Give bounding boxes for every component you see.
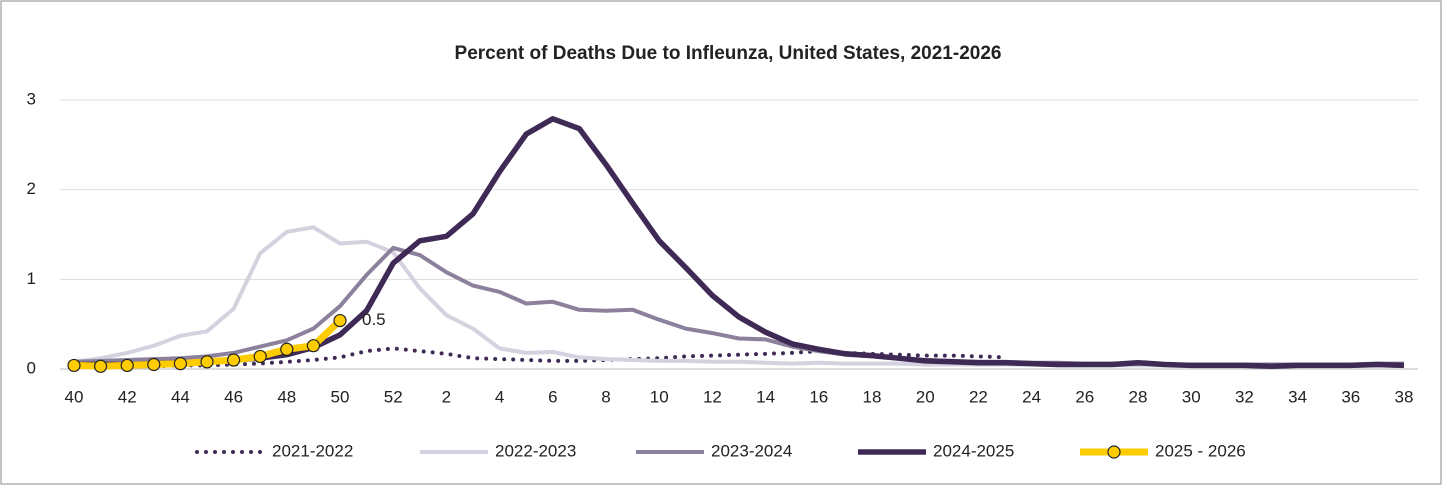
point-marker — [200, 355, 214, 369]
legend-label: 2022-2023 — [495, 441, 576, 460]
x-tick-label: 22 — [969, 387, 988, 406]
x-tick-label: 28 — [1129, 387, 1148, 406]
x-tick-label: 26 — [1075, 387, 1094, 406]
point-marker — [333, 313, 347, 328]
x-tick-label: 44 — [171, 387, 190, 406]
x-tick-label: 18 — [863, 387, 882, 406]
y-tick-label: 1 — [27, 269, 36, 288]
x-tick-label: 12 — [703, 387, 722, 406]
data-label: 0.5 — [362, 310, 386, 329]
series-line — [72, 346, 1007, 369]
legend-marker — [1107, 445, 1121, 459]
point-marker — [93, 359, 108, 373]
x-tick-label: 48 — [277, 387, 296, 406]
x-tick-label: 4 — [495, 387, 504, 406]
legend-label: 2023-2024 — [711, 441, 792, 460]
y-tick-label: 0 — [27, 358, 36, 377]
x-tick-label: 32 — [1235, 387, 1254, 406]
legend-label: 2024-2025 — [933, 441, 1014, 460]
x-tick-label: 38 — [1395, 387, 1414, 406]
legend-label: 2021-2022 — [272, 441, 353, 460]
legend-label: 2025 - 2026 — [1155, 441, 1246, 460]
x-tick-label: 10 — [650, 387, 669, 406]
x-tick-label: 40 — [65, 387, 84, 406]
x-tick-label: 16 — [809, 387, 828, 406]
x-tick-label: 14 — [756, 387, 775, 406]
x-tick-label: 36 — [1341, 387, 1360, 406]
point-marker — [280, 342, 294, 356]
x-tick-label: 8 — [601, 387, 610, 406]
chart-title: Percent of Deaths Due to Infleunza, Unit… — [455, 43, 1002, 64]
point-marker — [227, 353, 241, 367]
y-tick-label: 2 — [27, 179, 36, 198]
x-tick-label: 2 — [442, 387, 451, 406]
x-tick-label: 6 — [548, 387, 557, 406]
x-tick-label: 20 — [916, 387, 935, 406]
x-tick-label: 52 — [384, 387, 403, 406]
x-tick-label: 34 — [1288, 387, 1307, 406]
point-marker — [306, 339, 320, 353]
point-marker — [147, 357, 161, 372]
y-tick-label: 3 — [27, 89, 36, 108]
point-marker — [173, 357, 187, 371]
x-tick-label: 46 — [224, 387, 243, 406]
x-tick-label: 50 — [331, 387, 350, 406]
point-marker — [67, 358, 81, 373]
x-tick-label: 24 — [1022, 387, 1041, 406]
series-line — [74, 116, 1405, 370]
x-tick-label: 42 — [118, 387, 137, 406]
point-marker — [120, 358, 134, 373]
x-tick-label: 30 — [1182, 387, 1201, 406]
point-marker — [253, 349, 267, 364]
